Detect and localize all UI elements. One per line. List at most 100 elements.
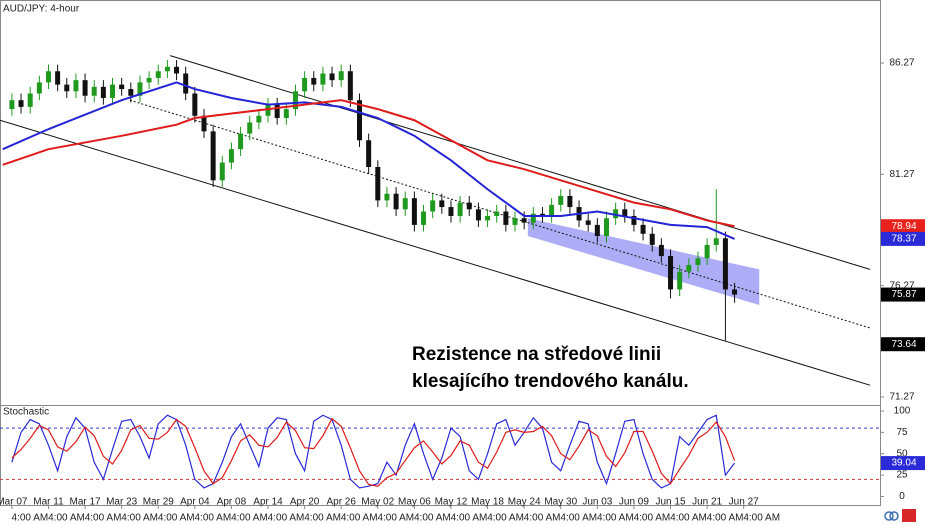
candle-body	[448, 207, 454, 216]
x-tick-time: 4:00 AM	[194, 513, 231, 524]
y-tick-label: 25	[896, 470, 908, 481]
x-tick-time: 4:00 AM	[377, 513, 414, 524]
x-tick-time: 4:00 AM	[12, 513, 49, 524]
x-tick-label: Jun 03	[582, 497, 612, 508]
candle-body	[695, 258, 701, 265]
candle-body	[686, 264, 692, 272]
trendline	[129, 99, 871, 329]
x-tick-label: May 30	[544, 497, 577, 508]
x-tick-label: Jun 15	[656, 497, 686, 508]
candle-body	[357, 100, 363, 141]
trendline	[169, 55, 871, 270]
x-tick-time: 4:00 AM	[85, 513, 122, 524]
candle-body	[494, 211, 500, 216]
candle-body	[119, 84, 125, 90]
candle-body	[411, 198, 417, 225]
candle-body	[549, 204, 555, 216]
value-label: 39.04	[891, 458, 916, 469]
candle-body	[27, 93, 33, 107]
x-tick-time: 4:00 AM	[597, 513, 634, 524]
candle-body	[265, 104, 271, 116]
candle-body	[164, 66, 170, 72]
x-tick-label: Mar 11	[33, 497, 64, 508]
candle-body	[64, 84, 70, 92]
toolbar-icons[interactable]	[884, 509, 916, 522]
chart-title: AUD/JPY: 4-hour	[3, 4, 80, 15]
x-tick-label: Jun 27	[729, 497, 759, 508]
candle-body	[366, 140, 372, 167]
x-tick-time: 4:00 AM	[707, 513, 744, 524]
candle-body	[210, 131, 216, 181]
candle-body	[201, 115, 207, 132]
x-tick-time: 4:00 AM	[121, 513, 158, 524]
candle-body	[567, 195, 573, 208]
candle-body	[73, 80, 79, 92]
y-tick-label: 71.27	[889, 392, 914, 403]
x-tick-time: 4:00 AM	[48, 513, 85, 524]
candle-body	[274, 104, 280, 119]
candle-body	[439, 200, 445, 208]
price-label-box	[881, 231, 925, 246]
x-tick-label: Mar 29	[143, 497, 175, 508]
link-icon[interactable]	[889, 511, 899, 521]
y-tick-label: 86.27	[889, 58, 914, 69]
x-tick-label: Apr 20	[290, 497, 320, 508]
value-label-box	[881, 456, 925, 471]
candle-body	[146, 77, 152, 83]
candle-body	[292, 91, 298, 110]
candle-body	[558, 195, 564, 205]
candle-body	[183, 73, 189, 94]
fx-icon[interactable]	[902, 509, 916, 522]
x-tick-time: 4:00 AM	[231, 513, 268, 524]
x-tick-time: 4:00 AM	[560, 513, 597, 524]
y-tick-label: 0	[899, 491, 905, 502]
moving-average	[2, 99, 735, 228]
candle-body	[640, 224, 646, 234]
x-tick-label: Jun 09	[619, 497, 649, 508]
x-tick-label: Jun 21	[692, 497, 722, 508]
x-tick-time: 4:00 AM	[743, 513, 780, 524]
candle-body	[668, 256, 674, 290]
price-label: 75.87	[891, 289, 916, 300]
candle-body	[539, 213, 545, 216]
candle-body	[603, 218, 609, 237]
y-tick-label: 81.27	[889, 169, 914, 180]
x-tick-time: 4:00 AM	[414, 513, 451, 524]
x-tick-label: Mar 23	[106, 497, 138, 508]
candle-body	[347, 71, 353, 101]
x-tick-label: Apr 04	[180, 497, 210, 508]
stochastic-line	[11, 417, 736, 487]
candle-body	[713, 238, 719, 245]
candle-body	[585, 220, 591, 225]
x-tick-label: May 24	[508, 497, 541, 508]
candle-body	[82, 80, 88, 96]
annotation: Rezistence na středové linii	[412, 344, 661, 365]
price-label: 73.64	[891, 339, 916, 350]
x-tick-label: Apr 14	[253, 497, 283, 508]
candle-body	[677, 271, 683, 290]
x-tick-label: Mar 17	[70, 497, 102, 508]
price-label: 78.94	[891, 221, 916, 232]
candle-body	[18, 100, 24, 107]
x-tick-time: 4:00 AM	[634, 513, 671, 524]
candle-body	[649, 233, 655, 245]
candle-body	[475, 209, 481, 221]
x-tick-time: 4:00 AM	[158, 513, 195, 524]
candle-body	[311, 77, 317, 85]
candle-body	[283, 109, 289, 119]
link-icon[interactable]	[884, 511, 894, 521]
candle-body	[192, 93, 198, 116]
candle-body	[128, 89, 134, 96]
annotation: klesajícího trendového kanálu.	[412, 371, 689, 392]
price-label: 78.37	[891, 234, 916, 245]
candle-body	[421, 211, 427, 225]
candle-body	[658, 244, 664, 257]
x-tick-label: May 02	[361, 497, 394, 508]
candle-body	[137, 82, 143, 96]
candle-body	[613, 209, 619, 219]
candle-body	[722, 238, 728, 290]
candle-body	[100, 86, 106, 98]
x-tick-time: 4:00 AM	[268, 513, 305, 524]
candle-body	[228, 149, 234, 163]
candle-body	[503, 211, 509, 225]
